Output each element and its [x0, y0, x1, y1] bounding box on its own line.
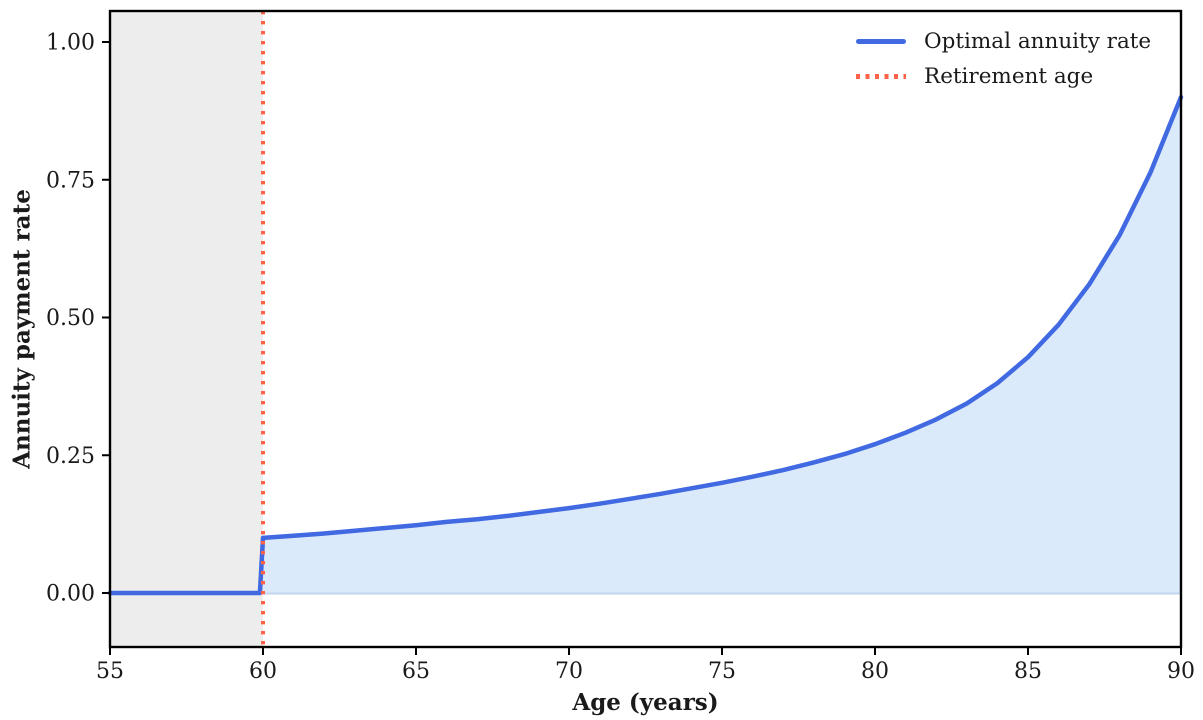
- y-tick-label: 0.75: [46, 168, 95, 193]
- plot-frame: [108, 9, 1183, 649]
- x-tick-label: 70: [555, 659, 583, 684]
- x-tick-label: 75: [708, 659, 736, 684]
- x-axis-label: Age (years): [572, 689, 719, 716]
- x-tick-label: 85: [1014, 659, 1042, 684]
- y-tick-label: 0.25: [46, 444, 95, 469]
- pre-retirement-region: [110, 11, 263, 647]
- x-tick-label: 65: [402, 659, 430, 684]
- area-fill-under-curve: [263, 97, 1181, 593]
- x-tick-label: 80: [861, 659, 889, 684]
- legend-label: Optimal annuity rate: [924, 29, 1152, 54]
- dotted-line-swatch-icon: [856, 74, 906, 79]
- y-tick-label: 1.00: [46, 31, 95, 56]
- x-tick-label: 90: [1167, 659, 1195, 684]
- solid-line-swatch-icon: [856, 39, 906, 44]
- y-axis-label: Annuity payment rate: [8, 189, 36, 469]
- legend-item-optimal-annuity-rate: Optimal annuity rate: [856, 24, 1151, 59]
- y-tick-label: 0.00: [46, 582, 95, 607]
- legend-label: Retirement age: [924, 64, 1094, 89]
- x-tick-label: 55: [96, 659, 124, 684]
- legend-item-retirement-age: Retirement age: [856, 59, 1151, 94]
- y-tick-label: 0.50: [46, 306, 95, 331]
- x-tick-label: 60: [249, 659, 277, 684]
- optimal-annuity-rate-line: [107, 94, 1184, 596]
- legend: Optimal annuity rate Retirement age: [856, 24, 1151, 94]
